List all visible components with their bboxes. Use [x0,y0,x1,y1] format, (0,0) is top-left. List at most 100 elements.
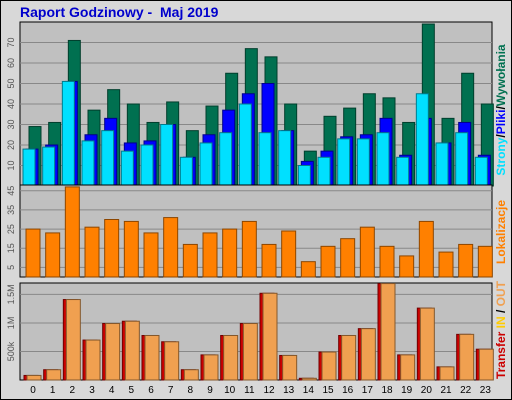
bar-pages-13 [278,130,292,187]
bar-transfer_out-4 [105,323,121,381]
y-tick-label: 25 [6,224,16,234]
x-tick-label: 17 [362,385,374,396]
x-tick-label: 2 [70,385,76,396]
bar-transfer_out-21 [439,366,455,381]
bar-sites-7 [163,217,179,278]
bar-pages-2 [61,80,75,187]
bar-pages-15 [317,156,331,187]
bar-transfer_out-12 [262,292,278,381]
bar-transfer_out-10 [223,334,239,381]
bar-sites-18 [379,245,395,278]
x-tick-label: 6 [148,385,154,396]
bar-pages-8 [179,156,193,187]
bar-transfer_out-13 [282,354,298,381]
bar-sites-0 [25,228,41,278]
bar-sites-16 [340,238,356,278]
bar-sites-21 [438,251,454,278]
bar-pages-14 [297,165,311,187]
bar-transfer_out-1 [46,369,62,381]
bar-transfer_out-9 [203,354,219,381]
bar-sites-1 [45,232,61,278]
x-tick-label: 23 [480,385,492,396]
side-label-part: / [494,106,508,110]
x-tick-label: 18 [381,385,393,396]
bar-pages-17 [356,138,370,187]
bar-transfer_out-2 [65,299,81,381]
y-tick-label: 20 [6,140,16,150]
bar-sites-15 [320,245,336,278]
bar-transfer_out-22 [459,333,475,381]
x-tick-label: 4 [109,385,115,396]
bar-sites-11 [241,220,257,278]
bar-transfer_out-16 [341,334,357,381]
side-label-part: Transfer [494,331,508,379]
bar-transfer_out-5 [124,320,140,381]
x-tick-label: 13 [283,385,295,396]
bar-pages-0 [22,148,36,187]
y-tick-label: 1.5M [6,284,16,304]
bar-pages-12 [258,132,272,187]
bar-pages-23 [474,156,488,187]
bar-pages-11 [238,103,252,187]
x-tick-label: 5 [129,385,135,396]
bar-sites-5 [123,220,139,278]
side-label-part: Wywołania [494,44,508,106]
side-label-part: Strony [494,137,508,175]
y-tick-label: 40 [6,99,16,109]
bar-transfer_out-17 [360,328,376,381]
bar-sites-23 [477,245,493,278]
side-label-sites: Lokalizacje [494,200,508,264]
x-tick-label: 19 [401,385,413,396]
y-tick-label: 500k [6,341,16,361]
bar-sites-8 [182,243,198,278]
chart-panel-2: 500k 1M 1.5M [6,282,494,381]
bar-transfer_out-3 [85,339,101,381]
bar-transfer_out-0 [26,374,42,381]
x-tick-label: 1 [50,385,56,396]
bar-sites-19 [399,255,415,278]
bar-pages-5 [120,150,134,187]
bar-transfer_out-19 [400,354,416,381]
x-tick-label: 3 [89,385,95,396]
bar-transfer_out-14 [301,377,317,381]
side-label-part: OUT [494,280,508,306]
side-label-transfer: Transfer IN / OUT [494,280,508,379]
x-tick-label: 12 [263,385,275,396]
bar-pages-9 [199,142,213,187]
bar-pages-3 [81,140,95,187]
bar-transfer_out-6 [144,334,160,381]
bar-sites-17 [359,226,375,278]
x-tick-label: 11 [244,385,255,396]
bar-transfer_out-20 [419,307,435,381]
side-label-part: Pliki [494,110,508,135]
page-title: Raport Godzinowy - Maj 2019 [20,4,219,20]
bar-sites-3 [84,226,100,278]
y-tick-label: 60 [6,58,16,68]
x-tick-label: 22 [460,385,472,396]
x-tick-label: 9 [207,385,213,396]
y-tick-label: 5 [6,265,16,270]
y-tick-label: 45 [6,186,16,196]
bar-sites-6 [143,232,159,278]
bar-sites-20 [418,220,434,278]
y-tick-label: 30 [6,119,16,129]
y-tick-label: 1M [6,317,16,330]
bar-transfer_out-11 [242,323,258,381]
bar-sites-22 [458,243,474,278]
bar-pages-21 [435,142,449,187]
bar-pages-4 [101,130,115,187]
y-tick-label: 15 [6,243,16,253]
bar-pages-1 [42,146,56,187]
bar-sites-9 [202,232,218,278]
bar-pages-20 [415,93,429,187]
x-tick-label: 7 [168,385,174,396]
bar-transfer_out-15 [321,351,337,381]
side-label-part: / [494,134,508,138]
side-label-part: IN [494,316,508,331]
bar-pages-19 [396,156,410,187]
bar-sites-2 [64,186,80,278]
bar-pages-7 [160,124,174,187]
y-tick-label: 10 [6,160,16,170]
bar-sites-13 [281,230,297,278]
